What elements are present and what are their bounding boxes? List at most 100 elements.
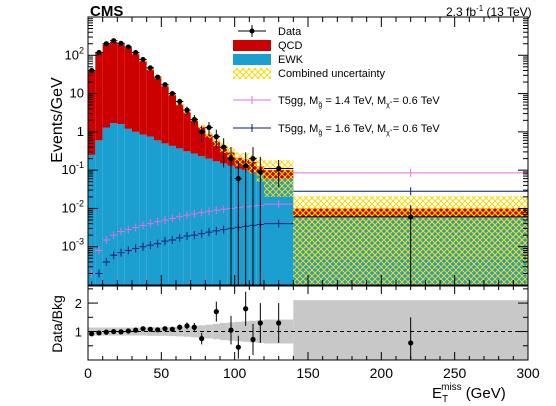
x-tick-label: 300 <box>516 365 540 381</box>
ratio-uncertainty-band <box>88 300 528 360</box>
data-point <box>199 129 205 135</box>
ratio-point <box>257 320 263 326</box>
y-tick-label: 10-2 <box>62 198 84 215</box>
ewk-bar <box>154 140 162 285</box>
legend-ewk-label: EWK <box>278 54 304 66</box>
x-axis-label: ETmiss (GeV) <box>432 382 506 405</box>
data-point <box>177 98 183 105</box>
ewk-bar <box>190 153 198 285</box>
qcd-bar <box>168 94 176 146</box>
ewk-bar <box>124 128 132 285</box>
qcd-bar <box>139 61 147 135</box>
qcd-bar <box>183 111 191 152</box>
ewk-bar <box>161 143 169 285</box>
qcd-bar <box>132 53 140 132</box>
y-axis-label: Events/GeV <box>49 77 66 163</box>
lumi-suffix: (13 TeV) <box>483 5 531 19</box>
main-axes: 10-3 10-2 10-1 1 10 102 <box>62 17 529 285</box>
y-tick-label: 102 <box>65 45 84 62</box>
data-point <box>228 156 234 162</box>
ratio-point <box>111 328 117 335</box>
data-point <box>169 90 175 97</box>
qcd-bar <box>176 103 184 149</box>
legend-entry-ewk: EWK <box>233 54 304 66</box>
y-tick-label: 10 <box>70 86 84 101</box>
ratio-point <box>103 329 109 335</box>
legend-entry-uncertainty: Combined uncertainty <box>233 68 386 80</box>
ewk-bar <box>102 127 110 285</box>
legend-entry-signal-1: T5gg, Mg̃ = 1.4 TeV, Mχ̃ = 0.6 TeV <box>233 95 440 109</box>
x-tick-label: 150 <box>296 365 320 381</box>
data-point <box>221 144 227 150</box>
data-point <box>162 82 168 88</box>
qcd-bar <box>190 118 198 154</box>
data-point <box>125 44 131 50</box>
lumi-exponent: -1 <box>476 4 484 13</box>
data-point <box>96 49 102 56</box>
ratio-point <box>162 326 168 332</box>
data-point <box>147 65 153 71</box>
y-tick-label: 10-1 <box>62 160 84 177</box>
legend-entry-qcd: QCD <box>233 40 303 52</box>
ratio-point <box>213 309 219 315</box>
qcd-bar <box>102 44 110 128</box>
main-plot-panel: 10-3 10-2 10-1 1 10 102 <box>62 16 529 286</box>
legend-data-label: Data <box>278 26 302 38</box>
ratio-point <box>177 324 183 330</box>
ratio-point <box>125 328 131 334</box>
legend-signal-1-label: T5gg, Mg̃ = 1.4 TeV, Mχ̃ = 0.6 TeV <box>278 95 440 109</box>
data-point <box>103 41 109 47</box>
data-point <box>133 49 139 56</box>
data-point <box>118 40 124 46</box>
ratio-point <box>228 327 234 333</box>
ratio-panel: 1 2 0 50 100 150 200 250 300 <box>75 285 540 381</box>
qcd-bar <box>161 86 169 144</box>
ewk-bar <box>198 156 206 285</box>
data-point <box>213 134 219 140</box>
data-point <box>250 156 256 162</box>
x-tick-label: 50 <box>154 365 170 381</box>
qcd-bar <box>154 77 162 141</box>
qcd-bar <box>124 47 132 129</box>
data-point <box>257 169 263 175</box>
qcd-bar <box>205 134 213 159</box>
data-point <box>408 214 414 220</box>
ratio-band-bin <box>139 327 147 336</box>
ewk-bar <box>110 123 118 285</box>
legend-qcd-label: QCD <box>278 40 303 52</box>
ratio-y-axis-label: Data/Bkg <box>49 295 65 353</box>
ratio-point <box>169 326 175 332</box>
ratio-point <box>235 344 241 350</box>
legend-entry-data: Data <box>238 25 302 38</box>
ratio-point <box>89 331 95 337</box>
x-tick-label: 100 <box>223 365 247 381</box>
ratio-y-tick-label: 2 <box>75 296 82 311</box>
data-point <box>140 56 146 63</box>
y-tick-label: 10-3 <box>62 237 84 254</box>
data-point <box>184 107 190 113</box>
lumi-prefix: 2.3 fb <box>446 5 476 19</box>
ratio-point <box>140 326 146 332</box>
qcd-bar <box>110 42 118 124</box>
data-point <box>111 38 117 44</box>
ratio-point <box>276 320 282 326</box>
qcd-bar <box>95 52 103 141</box>
ewk-bar <box>220 163 228 285</box>
data-point <box>191 116 197 123</box>
ratio-point <box>184 323 190 329</box>
legend-signal-2-label: T5gg, Mg̃ = 1.6 TeV, Mχ̃ = 0.6 TeV <box>278 123 440 137</box>
ratio-point <box>408 340 414 346</box>
ratio-y-tick-label: 1 <box>75 325 82 340</box>
uncertainty-bar <box>234 152 242 167</box>
ratio-points <box>89 291 414 360</box>
legend-entry-signal-2: T5gg, Mg̃ = 1.6 TeV, Mχ̃ = 0.6 TeV <box>233 123 440 137</box>
x-tick-label: 0 <box>84 365 92 381</box>
ratio-point <box>155 327 161 333</box>
ewk-bar <box>117 124 125 285</box>
data-point <box>276 165 282 172</box>
y-tick-label: 1 <box>77 124 84 139</box>
qcd-bar <box>88 70 96 155</box>
data-point <box>235 176 241 182</box>
ewk-bar <box>205 158 213 285</box>
